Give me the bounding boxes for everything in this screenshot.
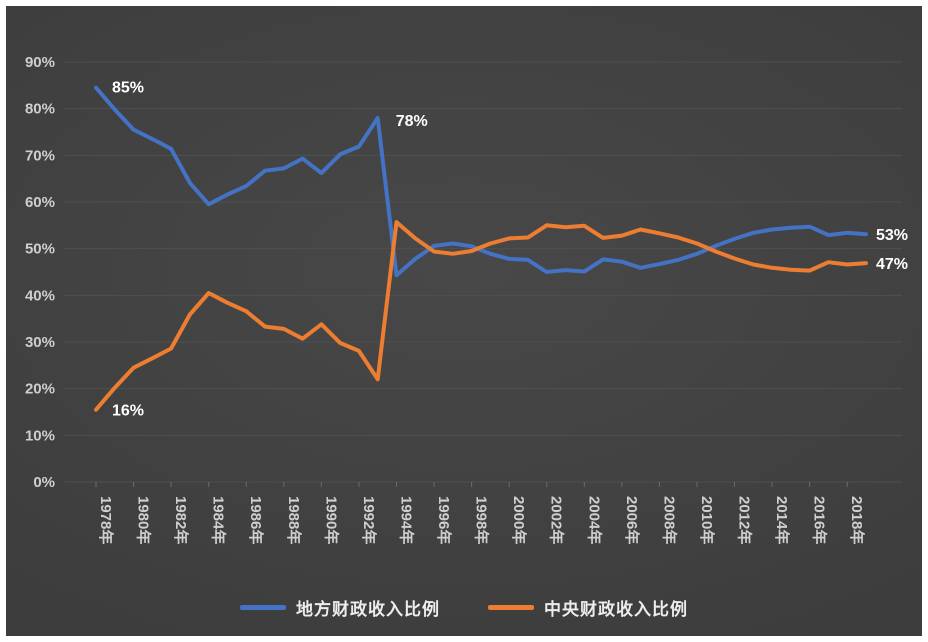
x-axis-tick-label: 1984年 <box>210 496 228 544</box>
x-axis-tick-label: 1994年 <box>397 496 415 544</box>
x-axis-tick-label: 1992年 <box>360 496 378 544</box>
legend-item-local: 地方财政收入比例 <box>240 595 440 620</box>
line-chart: 0% 10% 20% 30% 40% 50% 60% 70% 80% 90% 1978年 1980年 1… <box>25 54 908 544</box>
data-label: 85% <box>112 80 144 97</box>
x-axis-tick-label: 1980年 <box>135 496 153 544</box>
y-axis-tick-label: 50% <box>25 241 55 258</box>
legend-label-central: 中央财政收入比例 <box>544 600 688 619</box>
x-axis-tick-label: 2000年 <box>510 496 528 544</box>
x-axis-tick-label: 1988年 <box>285 496 303 544</box>
legend-swatch-local <box>240 605 286 610</box>
x-axis-tick-label: 2014年 <box>773 496 791 544</box>
x-axis-tick-label: 1998年 <box>473 496 491 544</box>
y-axis-tick-label: 40% <box>25 287 55 304</box>
y-axis-tick-label: 70% <box>25 147 55 164</box>
y-axis-tick-label: 90% <box>25 54 55 71</box>
x-axis-tick-label: 1990年 <box>322 496 340 544</box>
x-axis-tick-label: 2012年 <box>736 496 754 544</box>
x-axis-tick-label: 1982年 <box>172 496 190 544</box>
series-line-0 <box>94 85 868 278</box>
x-axis-tick-label: 2010年 <box>698 496 716 544</box>
y-axis-tick-label: 30% <box>25 334 55 351</box>
chart-legend: 地方财政收入比例 中央财政收入比例 <box>6 595 922 620</box>
y-axis-tick-label: 0% <box>33 474 55 491</box>
x-axis-tick-label: 2008年 <box>660 496 678 544</box>
series-line-1 <box>94 220 868 412</box>
y-axis-tick-label: 10% <box>25 427 55 444</box>
x-axis-tick-label: 1986年 <box>247 496 265 544</box>
chart-canvas: 0% 10% 20% 30% 40% 50% 60% 70% 80% 90% 1978年 1980年 1… <box>6 6 922 636</box>
y-axis-tick-label: 80% <box>25 101 55 118</box>
y-axis-tick-label: 60% <box>25 194 55 211</box>
x-axis-tick-label: 2018年 <box>848 496 866 544</box>
data-label: 78% <box>396 113 428 130</box>
x-axis-tick-label: 2016年 <box>811 496 829 544</box>
legend-label-local: 地方财政收入比例 <box>296 600 440 619</box>
legend-swatch-central <box>488 605 534 610</box>
y-axis-tick-label: 20% <box>25 381 55 398</box>
x-axis-tick-label: 1996年 <box>435 496 453 544</box>
x-axis-tick-label: 2006年 <box>623 496 641 544</box>
data-label: 47% <box>876 256 908 273</box>
x-axis-tick-label: 2002年 <box>548 496 566 544</box>
data-label: 53% <box>876 227 908 244</box>
x-axis-tick-label: 2004年 <box>585 496 603 544</box>
x-axis-tick-label: 1978年 <box>97 496 115 544</box>
data-label: 16% <box>112 403 144 420</box>
legend-item-central: 中央财政收入比例 <box>488 595 688 620</box>
